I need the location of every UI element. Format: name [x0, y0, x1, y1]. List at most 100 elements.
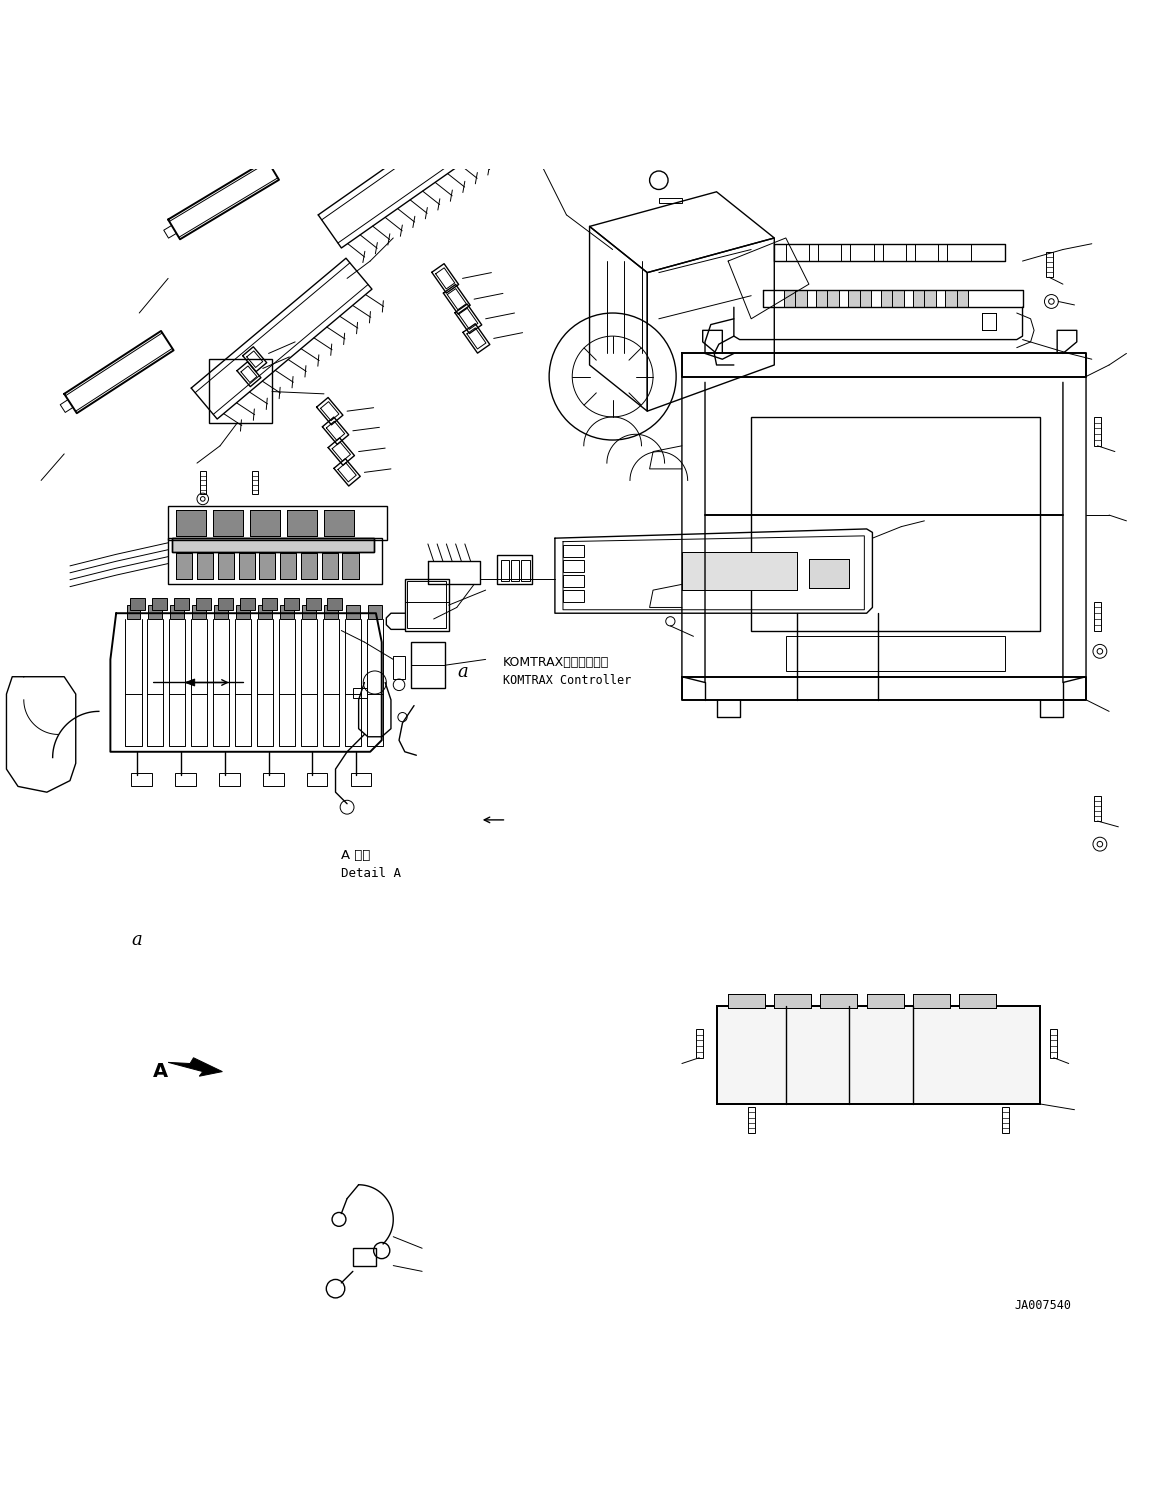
Bar	[563, 560, 584, 571]
Bar	[283, 598, 298, 610]
Bar	[259, 554, 275, 579]
Bar	[983, 313, 996, 330]
Bar	[214, 606, 228, 619]
Bar	[959, 994, 996, 1009]
Bar	[239, 598, 254, 610]
Bar	[168, 506, 387, 540]
Bar	[393, 656, 405, 679]
Bar	[217, 554, 234, 579]
Bar	[851, 243, 874, 261]
Bar	[287, 510, 317, 536]
Bar	[176, 510, 206, 536]
Bar	[129, 598, 144, 610]
Bar	[170, 606, 184, 619]
Bar	[168, 539, 381, 585]
Bar	[501, 560, 509, 580]
Bar	[983, 313, 996, 330]
Bar	[321, 554, 338, 579]
Bar	[913, 994, 950, 1009]
Bar	[176, 554, 192, 579]
Bar	[176, 510, 206, 536]
Bar	[659, 197, 682, 203]
Bar	[250, 510, 280, 536]
Bar	[867, 994, 904, 1009]
Bar	[751, 416, 1040, 631]
Text: Detail A: Detail A	[341, 867, 401, 879]
Bar	[280, 554, 296, 579]
Bar	[775, 994, 812, 1009]
Bar	[280, 554, 296, 579]
Bar	[867, 994, 904, 1009]
Bar	[324, 510, 354, 536]
Bar	[784, 289, 807, 307]
Bar	[171, 539, 373, 552]
Polygon shape	[168, 1058, 222, 1076]
Bar	[200, 471, 206, 494]
Bar	[821, 994, 858, 1009]
Bar	[821, 994, 858, 1009]
Bar	[916, 243, 939, 261]
Bar	[302, 606, 316, 619]
Bar	[217, 554, 234, 579]
Bar	[786, 243, 809, 261]
Bar	[346, 606, 360, 619]
Bar	[563, 591, 584, 601]
Bar	[236, 606, 250, 619]
Bar	[728, 994, 765, 1009]
Bar	[305, 598, 320, 610]
Bar	[946, 289, 969, 307]
Bar	[818, 243, 842, 261]
Bar	[497, 555, 532, 585]
Text: JA007540: JA007540	[1015, 1300, 1072, 1313]
Bar	[405, 579, 449, 631]
Bar	[497, 555, 532, 585]
Bar	[809, 560, 850, 588]
Bar	[148, 606, 162, 619]
Bar	[151, 598, 166, 610]
Bar	[173, 598, 188, 610]
Bar	[849, 289, 872, 307]
Bar	[816, 289, 839, 307]
Bar	[407, 580, 446, 628]
Text: A: A	[153, 1062, 168, 1082]
Bar	[262, 773, 283, 786]
Bar	[511, 560, 519, 580]
Bar	[748, 1107, 755, 1132]
Bar	[696, 1029, 703, 1058]
Bar	[195, 598, 210, 610]
Bar	[192, 606, 206, 619]
Bar	[1051, 1029, 1058, 1058]
Bar	[252, 471, 258, 494]
Bar	[717, 1006, 1040, 1104]
Bar	[563, 574, 584, 586]
Bar	[327, 598, 342, 610]
Bar	[306, 773, 327, 786]
Bar	[913, 289, 936, 307]
Bar	[321, 554, 338, 579]
Bar	[213, 510, 243, 536]
Bar	[959, 994, 996, 1009]
Bar	[171, 539, 373, 552]
Bar	[983, 313, 996, 330]
Text: a: a	[132, 931, 142, 949]
Bar	[881, 289, 904, 307]
Bar	[410, 642, 445, 688]
Bar	[350, 773, 371, 786]
Bar	[208, 360, 272, 422]
Bar	[1094, 795, 1101, 821]
Polygon shape	[185, 679, 194, 686]
Bar	[717, 1006, 1040, 1104]
Bar	[258, 606, 272, 619]
Bar	[883, 243, 906, 261]
Bar	[218, 773, 239, 786]
Bar	[280, 606, 294, 619]
Text: KOMTRAXコントローラ: KOMTRAXコントローラ	[503, 656, 609, 670]
Bar	[682, 552, 798, 591]
Bar	[126, 606, 140, 619]
Bar	[238, 554, 254, 579]
Bar	[948, 243, 971, 261]
Bar	[682, 552, 798, 591]
Bar	[353, 688, 366, 697]
Bar	[342, 554, 358, 579]
Bar	[368, 606, 381, 619]
